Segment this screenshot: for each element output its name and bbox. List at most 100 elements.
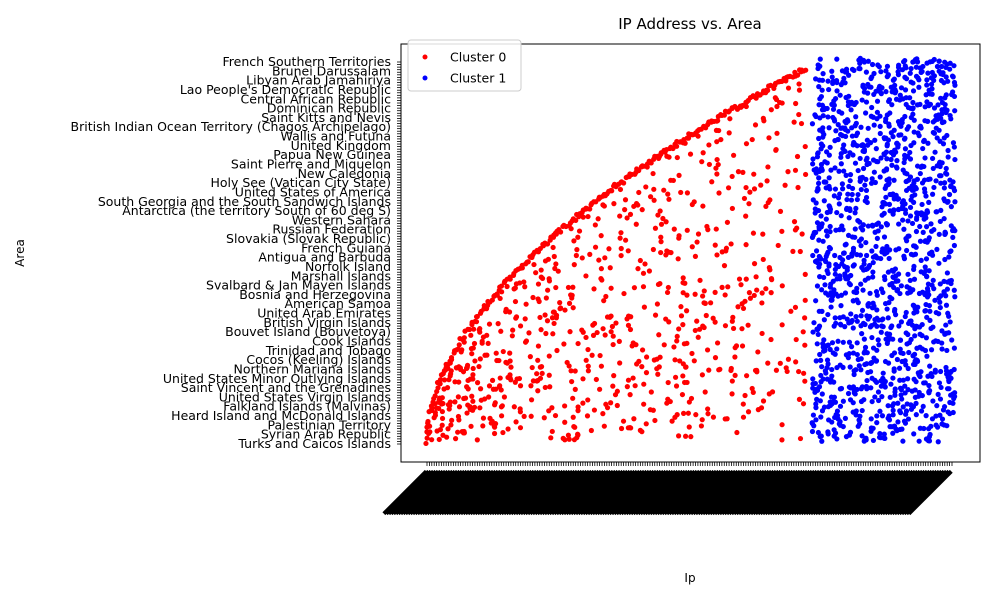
cluster-0-point — [480, 415, 487, 421]
cluster-1-point — [823, 258, 829, 265]
y-tick-label: Antarctica (the territory South of 60 de… — [122, 203, 391, 218]
cluster-0-point — [538, 327, 544, 333]
cluster-1-point — [824, 357, 831, 363]
cluster-0-point — [463, 365, 470, 371]
cluster-1-point — [854, 130, 861, 136]
y-tick-marks — [397, 61, 401, 445]
cluster-0-point — [705, 411, 711, 417]
cluster-0-point — [754, 367, 760, 373]
cluster-0-point — [439, 408, 445, 415]
cluster-1-point — [922, 264, 928, 270]
cluster-0-point — [697, 277, 703, 283]
cluster-0-point — [714, 340, 721, 346]
cluster-1-point — [917, 223, 923, 230]
cluster-1-point — [877, 123, 883, 130]
cluster-0-point — [499, 413, 505, 419]
cluster-0-point — [671, 226, 677, 232]
cluster-1-point — [828, 394, 835, 400]
y-tick-label: Bosnia and Herzegovina — [239, 287, 391, 302]
cluster-0-point — [746, 201, 752, 207]
cluster-0-point — [544, 318, 551, 324]
cluster-0-point — [779, 100, 785, 106]
cluster-1-point — [908, 402, 914, 408]
cluster-0-point — [620, 418, 627, 424]
cluster-1-point — [821, 274, 827, 281]
cluster-0-point — [452, 379, 458, 385]
cluster-1-point — [891, 177, 897, 183]
cluster-0-point — [550, 309, 557, 315]
cluster-1-point — [936, 231, 942, 237]
cluster-1-point — [905, 290, 911, 296]
cluster-1-point — [868, 385, 874, 391]
cluster-0-point — [617, 213, 623, 219]
y-tick-label: Saint Vincent and the Grenadines — [181, 380, 391, 395]
cluster-0-point — [554, 347, 560, 354]
cluster-1-point — [928, 249, 935, 255]
cluster-1-point — [874, 255, 880, 261]
cluster-1-point — [861, 59, 868, 65]
cluster-0-point — [592, 222, 598, 228]
cluster-0-point — [800, 401, 807, 407]
cluster-1-point — [895, 119, 902, 125]
cluster-1-point — [813, 401, 819, 407]
cluster-0-point — [530, 294, 536, 301]
cluster-1-point — [894, 158, 900, 164]
cluster-0-point — [666, 319, 672, 325]
cluster-1-point — [929, 416, 936, 422]
cluster-1-point — [854, 386, 860, 393]
cluster-0-point — [641, 401, 647, 407]
cluster-0-point — [796, 111, 802, 118]
cluster-1-point — [943, 109, 949, 116]
cluster-1-point — [853, 314, 859, 320]
cluster-1-point — [883, 220, 889, 227]
cluster-1-point — [856, 238, 862, 244]
cluster-0-point — [648, 160, 654, 166]
cluster-1-point — [837, 273, 843, 279]
cluster-1-point — [921, 163, 927, 170]
cluster-1-point — [909, 220, 916, 227]
cluster-0-point — [543, 330, 549, 337]
cluster-0-point — [570, 414, 576, 420]
cluster-0-point — [602, 193, 608, 199]
cluster-1-point — [815, 331, 821, 338]
cluster-0-point — [795, 72, 801, 78]
cluster-1-point — [825, 431, 831, 437]
cluster-1-point — [819, 102, 826, 108]
cluster-0-point — [571, 238, 577, 244]
cluster-0-point — [631, 203, 637, 209]
cluster-1-point — [946, 330, 952, 336]
cluster-0-point — [689, 350, 695, 357]
cluster-1-point — [894, 286, 901, 293]
cluster-1-point — [925, 70, 931, 76]
cluster-1-point — [874, 98, 881, 104]
cluster-0-point — [557, 229, 564, 235]
cluster-1-point — [951, 345, 957, 351]
cluster-0-point — [448, 371, 454, 377]
cluster-0-point — [601, 203, 607, 209]
cluster-1-point — [832, 351, 838, 357]
cluster-1-point — [942, 331, 948, 337]
cluster-0-point — [706, 367, 712, 373]
cluster-0-point — [429, 407, 435, 414]
cluster-1-point — [951, 93, 958, 100]
cluster-0-point — [616, 338, 622, 344]
cluster-1-point — [879, 413, 886, 419]
cluster-0-point — [545, 256, 551, 262]
cluster-0-point — [628, 425, 634, 431]
cluster-0-point — [650, 407, 656, 413]
cluster-1-point — [825, 249, 831, 255]
cluster-1-point — [925, 237, 932, 243]
cluster-0-point — [681, 341, 687, 347]
cluster-1-point — [869, 334, 875, 341]
cluster-1-point — [815, 65, 821, 72]
cluster-0-point — [700, 203, 706, 209]
cluster-0-point — [628, 314, 634, 320]
cluster-1-point — [866, 264, 872, 270]
cluster-0-point — [439, 422, 445, 428]
cluster-1-point — [842, 242, 848, 248]
cluster-1-point — [947, 319, 953, 325]
cluster-0-point — [726, 130, 732, 136]
cluster-0-point — [777, 360, 783, 366]
cluster-1-point — [811, 320, 817, 326]
cluster-1-point — [895, 64, 902, 70]
